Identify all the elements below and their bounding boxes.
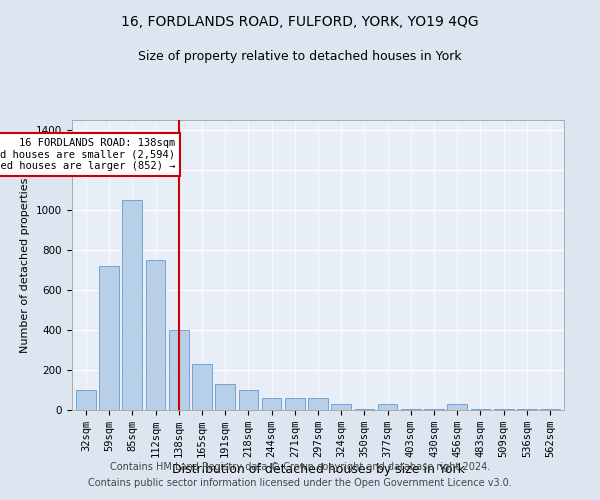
Bar <box>262 398 281 410</box>
Bar <box>378 404 397 410</box>
Text: Size of property relative to detached houses in York: Size of property relative to detached ho… <box>138 50 462 63</box>
Bar <box>308 398 328 410</box>
Bar <box>99 266 119 410</box>
Text: 16 FORDLANDS ROAD: 138sqm
← 75% of detached houses are smaller (2,594)
25% of se: 16 FORDLANDS ROAD: 138sqm ← 75% of detac… <box>0 138 175 171</box>
Bar <box>540 409 560 410</box>
Bar <box>424 409 444 410</box>
Bar <box>355 409 374 410</box>
Bar <box>517 409 537 410</box>
Text: 16, FORDLANDS ROAD, FULFORD, YORK, YO19 4QG: 16, FORDLANDS ROAD, FULFORD, YORK, YO19 … <box>121 15 479 29</box>
Bar <box>401 409 421 410</box>
Bar <box>169 330 188 410</box>
Bar <box>448 404 467 410</box>
Bar <box>146 260 166 410</box>
Bar <box>285 398 305 410</box>
Bar <box>215 384 235 410</box>
Y-axis label: Number of detached properties: Number of detached properties <box>20 178 31 352</box>
Bar <box>122 200 142 410</box>
Bar <box>192 364 212 410</box>
X-axis label: Distribution of detached houses by size in York: Distribution of detached houses by size … <box>172 463 464 476</box>
Bar <box>239 390 258 410</box>
Bar <box>331 404 351 410</box>
Bar <box>470 409 490 410</box>
Text: Contains HM Land Registry data © Crown copyright and database right 2024.: Contains HM Land Registry data © Crown c… <box>110 462 490 472</box>
Bar <box>494 409 514 410</box>
Text: Contains public sector information licensed under the Open Government Licence v3: Contains public sector information licen… <box>88 478 512 488</box>
Bar <box>76 390 96 410</box>
